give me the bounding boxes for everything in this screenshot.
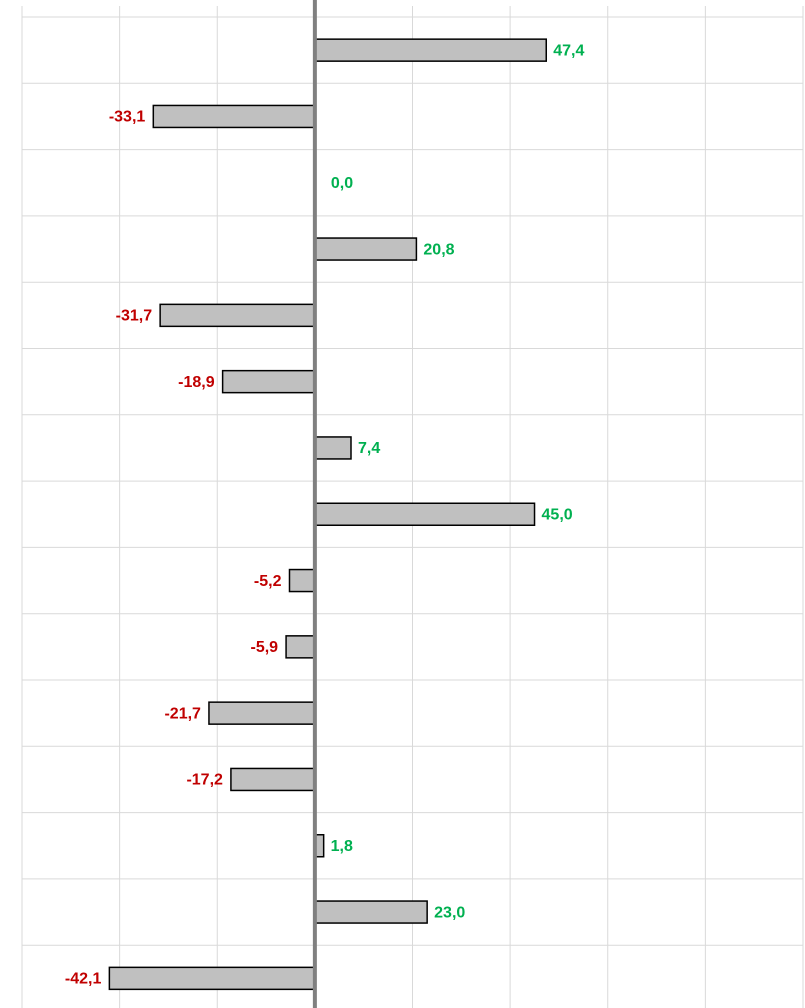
bar (314, 900, 428, 924)
bar (314, 237, 418, 261)
data-label: 23,0 (434, 904, 465, 921)
data-label: -5,9 (250, 639, 278, 656)
data-label: 0,0 (331, 175, 353, 192)
data-label: 47,4 (553, 42, 584, 59)
bar (314, 436, 352, 460)
bar (285, 635, 316, 659)
bar (108, 966, 316, 991)
bar (288, 568, 316, 593)
bar (208, 701, 316, 725)
bar (230, 767, 316, 792)
bar (159, 303, 316, 328)
bar (221, 369, 316, 394)
data-label: -5,2 (254, 573, 282, 590)
data-label: -33,1 (109, 109, 146, 126)
data-label: 1,8 (331, 838, 353, 855)
bar (314, 38, 547, 62)
data-label: -18,9 (178, 374, 215, 391)
data-label: -17,2 (186, 772, 223, 789)
data-label: 7,4 (358, 440, 380, 457)
data-label: 45,0 (542, 506, 573, 523)
data-label: -31,7 (116, 308, 153, 325)
data-label: 20,8 (423, 241, 454, 258)
data-label: -21,7 (164, 705, 201, 722)
data-label: -42,1 (65, 971, 102, 988)
bar (314, 502, 536, 526)
bar (152, 104, 316, 129)
